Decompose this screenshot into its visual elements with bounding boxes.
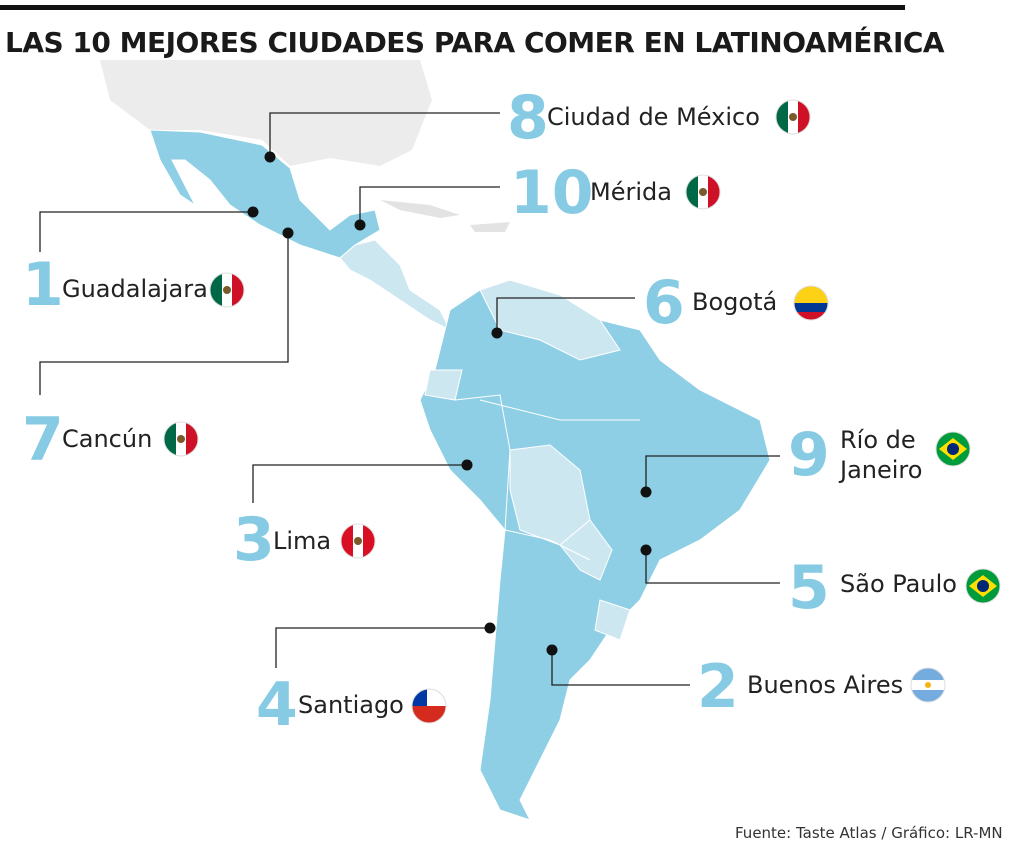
flag [793, 285, 829, 321]
borders [454, 394, 640, 561]
city-name: Guadalajara [62, 275, 208, 303]
leader-line [359, 186, 500, 225]
flag [340, 523, 376, 559]
leader-line [551, 650, 690, 686]
city-dot [461, 459, 473, 471]
city-name: Santiago [298, 691, 404, 719]
city-name: Buenos Aires [747, 671, 904, 699]
leader-line [269, 112, 500, 157]
city-rank: 8 [507, 83, 549, 153]
city-rank: 9 [788, 420, 830, 490]
leader-line [645, 550, 780, 584]
city-rank: 1 [22, 250, 64, 320]
flag-stripe [232, 273, 244, 307]
flag-stripe [911, 690, 945, 702]
flag-stripe [186, 422, 198, 456]
flag-stripe [794, 303, 828, 312]
flag-ring [163, 421, 199, 457]
flag [685, 174, 721, 210]
flag-emblem [177, 435, 185, 443]
flag-globe [977, 580, 989, 592]
city-rank: 3 [233, 505, 275, 575]
flag-ring [685, 174, 721, 210]
flag [209, 272, 245, 308]
flag [411, 688, 447, 724]
flag-stripe [164, 422, 176, 456]
flag-ring [411, 688, 447, 724]
flag [935, 431, 971, 467]
city-name: Ciudad de México [547, 103, 760, 131]
flag-stripe [686, 175, 698, 209]
flag-stripe [363, 524, 375, 558]
city-rank: 4 [256, 670, 298, 740]
flag-ring [340, 523, 376, 559]
flag-ring [965, 568, 1001, 604]
city-dot [640, 544, 652, 556]
city-dot [546, 644, 558, 656]
flag-globe [947, 443, 959, 455]
source: Fuente: Taste Atlas / Gráfico: LR-MN [735, 824, 1003, 842]
leader-line [496, 297, 635, 333]
city-rank: 7 [22, 405, 64, 475]
city-dot [354, 219, 366, 231]
flag-sun [925, 682, 931, 688]
flag-emblem [223, 286, 231, 294]
city-dot [640, 486, 652, 498]
city-name: Bogotá [692, 288, 778, 316]
leader-line [39, 211, 253, 252]
flag [965, 568, 1001, 604]
title: LAS 10 MEJORES CIUDADES PARA COMER EN LA… [5, 26, 945, 59]
central-america [339, 239, 452, 332]
north-america [100, 60, 432, 166]
city-dot [264, 151, 276, 163]
flag-stripe [708, 175, 720, 209]
city-rank: 10 [510, 158, 594, 228]
flag [775, 99, 811, 135]
city-name: Cancún [62, 425, 153, 453]
flag-stripe [911, 668, 945, 680]
flag-ring [775, 99, 811, 135]
leader-line [39, 233, 289, 395]
city-name: São Paulo [840, 570, 957, 598]
flag-stripe [794, 286, 828, 303]
flag-emblem [354, 537, 362, 545]
flag-ring [935, 431, 971, 467]
leader-line [252, 464, 467, 503]
flag-stripe [210, 273, 222, 307]
flag [163, 421, 199, 457]
caribbean [380, 200, 510, 232]
flag-stripe [412, 706, 446, 723]
leader-line [645, 455, 780, 492]
flag-emblem [789, 113, 797, 121]
city-dot [282, 227, 294, 239]
flag-emblem [699, 188, 707, 196]
city-name: Río de Janeiro [840, 426, 923, 484]
city-name: Lima [273, 527, 332, 555]
city-rank: 2 [697, 652, 739, 722]
city-dot [484, 622, 496, 634]
city-dot [247, 206, 259, 218]
flag-ring [910, 667, 946, 703]
city-rank: 6 [643, 268, 685, 338]
light-countries [424, 279, 631, 641]
flag-stripe [776, 100, 788, 134]
top-bar [0, 5, 905, 10]
flag-stripe [794, 312, 828, 320]
flag-ring [793, 285, 829, 321]
leader-line [275, 627, 490, 668]
city-rank: 5 [788, 553, 830, 623]
city-dot [491, 327, 503, 339]
flag-stripe [341, 524, 353, 558]
flag [910, 667, 946, 703]
city-name: Mérida [590, 178, 672, 206]
flag-stripe [798, 100, 810, 134]
flag-ring [209, 272, 245, 308]
